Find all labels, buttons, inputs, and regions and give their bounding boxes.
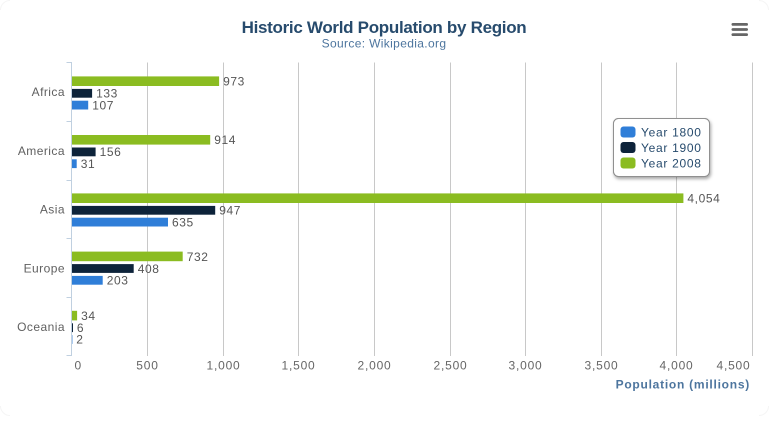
svg-text:Asia: Asia — [40, 203, 65, 217]
svg-text:Year 1800: Year 1800 — [641, 125, 702, 139]
svg-text:Population (millions): Population (millions) — [616, 378, 750, 392]
svg-text:3,000: 3,000 — [508, 359, 542, 373]
svg-text:31: 31 — [81, 157, 96, 171]
svg-text:4,054: 4,054 — [687, 192, 720, 206]
svg-text:973: 973 — [223, 75, 245, 89]
svg-text:Year 1900: Year 1900 — [641, 141, 702, 155]
svg-text:1,500: 1,500 — [281, 359, 315, 373]
svg-text:Africa: Africa — [32, 85, 65, 99]
svg-text:2: 2 — [76, 332, 83, 346]
svg-text:203: 203 — [107, 274, 129, 288]
svg-text:500: 500 — [136, 359, 158, 373]
svg-text:3,500: 3,500 — [584, 359, 618, 373]
svg-text:1,000: 1,000 — [206, 359, 240, 373]
svg-text:Year 2008: Year 2008 — [641, 156, 702, 170]
svg-text:635: 635 — [172, 215, 194, 229]
svg-text:732: 732 — [187, 250, 209, 264]
svg-text:0: 0 — [75, 359, 82, 373]
svg-text:4,500: 4,500 — [716, 359, 750, 373]
svg-text:Europe: Europe — [24, 261, 65, 275]
svg-text:America: America — [18, 144, 65, 158]
svg-text:156: 156 — [100, 145, 122, 159]
svg-text:914: 914 — [214, 133, 236, 147]
svg-text:2,000: 2,000 — [357, 359, 391, 373]
svg-text:2,500: 2,500 — [433, 359, 467, 373]
svg-text:408: 408 — [138, 262, 160, 276]
svg-text:107: 107 — [92, 98, 114, 112]
svg-text:Historic World Population by R: Historic World Population by Region — [242, 18, 527, 37]
svg-text:Source: Wikipedia.org: Source: Wikipedia.org — [322, 37, 447, 51]
svg-text:Oceania: Oceania — [17, 320, 65, 334]
svg-text:947: 947 — [219, 204, 241, 218]
svg-text:4,000: 4,000 — [659, 359, 693, 373]
